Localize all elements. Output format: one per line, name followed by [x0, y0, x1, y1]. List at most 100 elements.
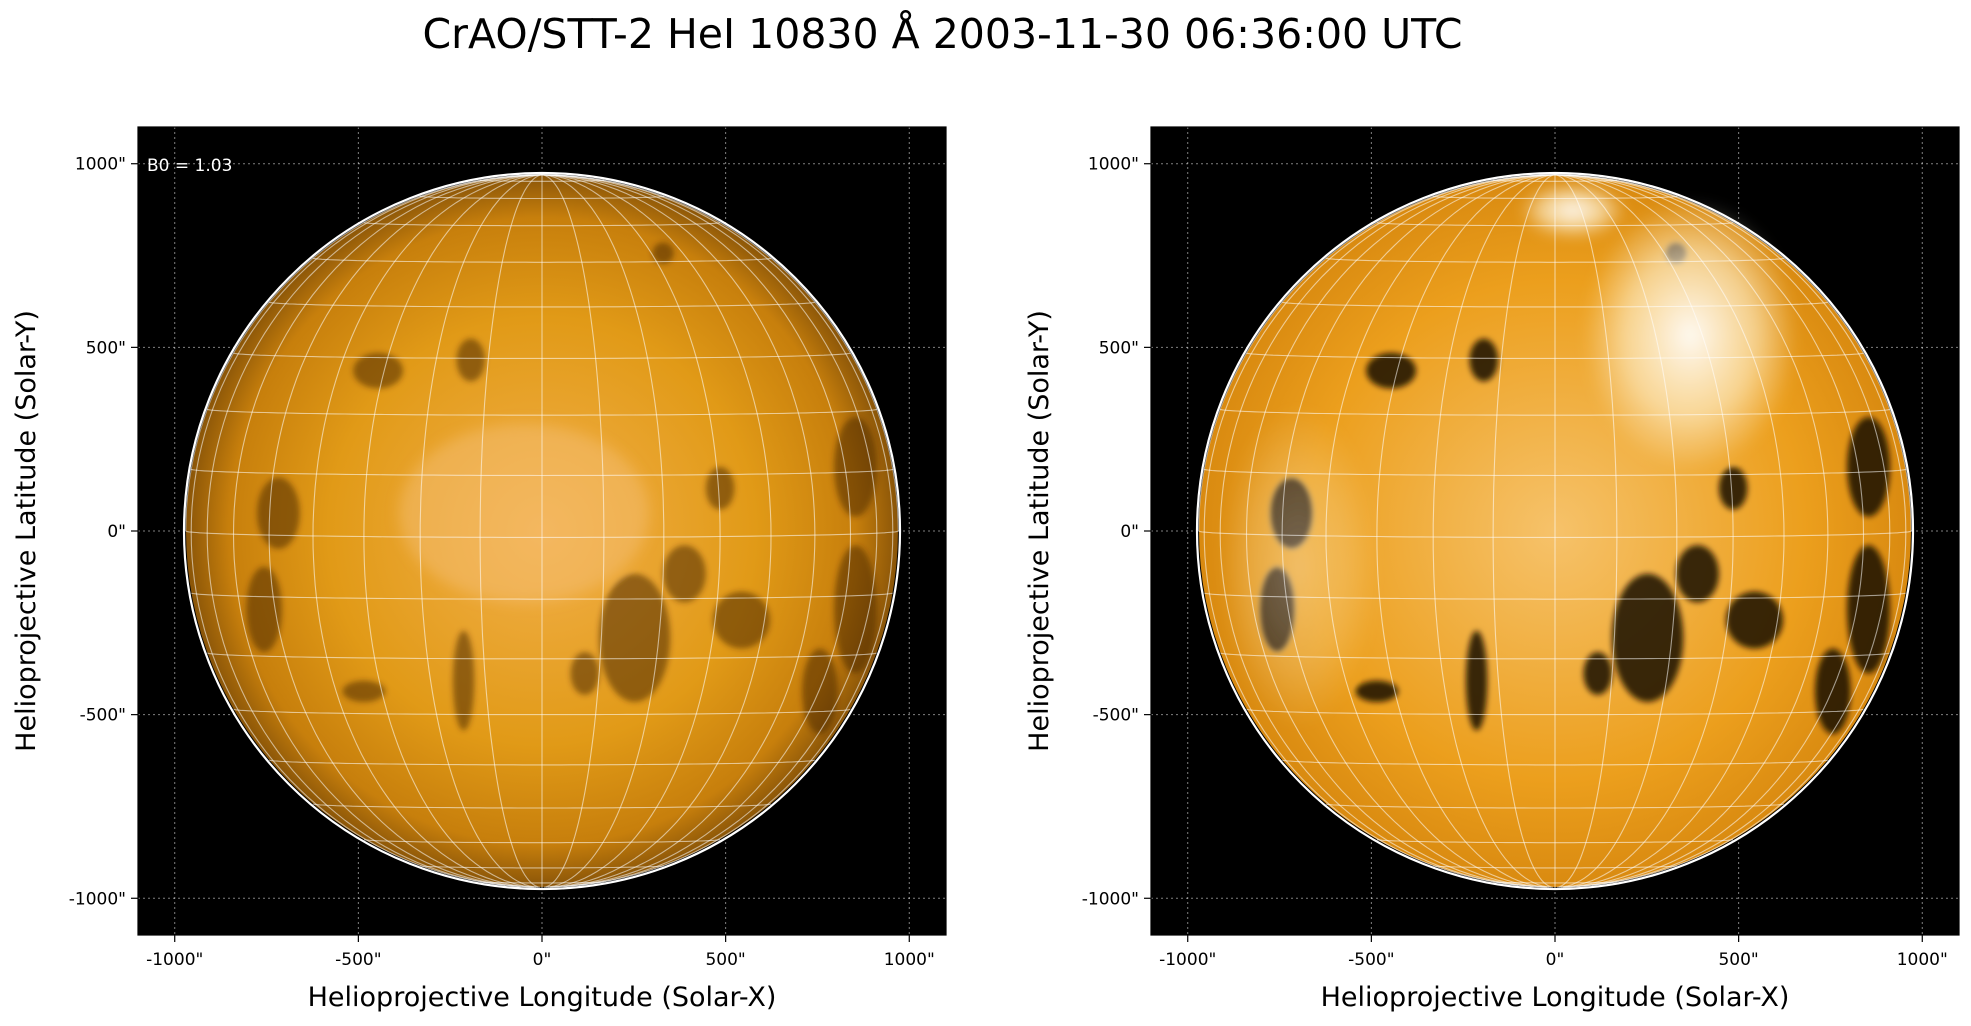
left-y-tick-label: 500"	[86, 338, 126, 358]
right-x-axis-label: Helioprojective Longitude (Solar-X)	[1321, 982, 1790, 1013]
right-parallel-line	[1246, 352, 1864, 359]
right-parallel-line	[1203, 468, 1907, 477]
right-parallel-line	[1204, 592, 1906, 600]
left-solar-disk	[182, 171, 902, 891]
left-parallel-line	[479, 179, 605, 182]
left-dark-filament	[705, 466, 735, 510]
left-meridian-line	[419, 174, 543, 888]
right-y-tick-label: 500"	[1099, 338, 1139, 358]
left-dark-filament	[834, 545, 877, 674]
left-y-tick-label: 1000"	[75, 155, 126, 175]
right-bright-region	[1583, 199, 1798, 471]
right-meridian-line	[1219, 174, 1556, 888]
left-y-tick-label: 0"	[107, 522, 126, 542]
left-meridian-line	[185, 174, 543, 532]
right-meridian-line	[1554, 174, 1912, 532]
right-dark-filament	[1815, 648, 1851, 735]
right-meridian-line	[1554, 174, 1678, 888]
left-meridian-line	[541, 174, 899, 532]
left-parallel-line	[269, 759, 815, 766]
left-dark-filament	[456, 338, 485, 382]
left-dark-filament	[663, 545, 706, 603]
left-meridian-line	[541, 174, 894, 886]
right-parallel-line	[1282, 759, 1828, 766]
left-dark-filament	[246, 566, 282, 653]
right-meridian-line	[1554, 174, 1907, 886]
right-dark-filament	[1355, 680, 1399, 703]
right-meridian-line	[1281, 174, 1556, 888]
right-meridian-line	[1554, 174, 1829, 888]
left-meridian-line	[363, 174, 543, 888]
right-meridian-line	[1376, 174, 1556, 888]
right-meridian-line	[1203, 174, 1556, 886]
left-x-tick-label: 1000"	[884, 950, 935, 970]
right-y-tick-label: 0"	[1120, 522, 1139, 542]
left-y-axis-label: Helioprojective Latitude (Solar-Y)	[11, 310, 42, 752]
right-meridian-line	[1492, 174, 1556, 888]
left-x-axis-label: Helioprojective Longitude (Solar-X)	[308, 982, 777, 1013]
left-meridian-line	[479, 174, 543, 888]
left-parallel-line	[233, 352, 851, 359]
right-y-tick-label: -500"	[1093, 706, 1139, 726]
right-dark-filament	[1847, 545, 1890, 674]
right-limb	[1195, 171, 1915, 891]
left-meridian-line	[312, 174, 543, 888]
right-bright-region-east	[1220, 406, 1377, 727]
left-meridian-line	[541, 174, 721, 888]
left-meridian-line	[541, 174, 772, 888]
right-panel: -1000" -500" 0" 500" 1000" 1000" 500" 0" -500" -1…	[1024, 126, 1960, 1013]
right-y-tick-label: -1000"	[1082, 889, 1139, 909]
right-meridian-line	[1325, 174, 1556, 888]
left-bright-region	[399, 424, 649, 603]
right-meridian-line	[1554, 174, 1785, 888]
left-dark-filament	[713, 591, 771, 649]
left-parallel-line	[420, 865, 664, 869]
left-parallel-line	[191, 592, 893, 600]
right-parallel-line	[1376, 839, 1734, 844]
right-parallel-line	[1325, 257, 1785, 263]
left-dark-filament	[342, 680, 386, 703]
left-meridian-line	[232, 174, 543, 888]
right-parallel-line	[1433, 865, 1677, 869]
figure-title: CrAO/STT-2 HeI 10830 Å 2003-11-30 06:36:…	[422, 10, 1463, 58]
left-x-tick-label: -500"	[335, 950, 381, 970]
left-parallel-line	[480, 881, 604, 884]
right-x-tick-label: 500"	[1718, 950, 1758, 970]
left-limb	[182, 171, 902, 891]
left-dark-filament	[570, 652, 600, 695]
left-meridian-line	[206, 174, 543, 888]
right-dark-filament	[1726, 591, 1784, 649]
right-dark-filament	[1366, 352, 1417, 389]
left-meridian-line	[268, 174, 543, 888]
left-dark-filament	[652, 242, 674, 264]
right-parallel-line	[1246, 708, 1864, 716]
right-polar-bright	[1519, 181, 1627, 239]
right-dark-filament	[1612, 573, 1684, 703]
left-dark-filament	[599, 573, 671, 703]
left-y-tick-label: -500"	[80, 706, 126, 726]
left-meridian-line	[190, 174, 543, 886]
left-x-tick-label: 0"	[533, 950, 552, 970]
right-solar-disk	[1195, 171, 1915, 891]
right-dark-filament	[1469, 338, 1498, 382]
left-parallel-line	[190, 468, 894, 477]
right-parallel-line	[1376, 222, 1734, 227]
right-dark-filament	[1465, 630, 1488, 731]
right-x-tick-label: 0"	[1546, 950, 1565, 970]
left-dark-filament	[353, 352, 404, 389]
left-dark-filament	[452, 630, 475, 731]
left-dark-filament	[802, 648, 838, 735]
left-parallel-line	[312, 803, 772, 809]
right-meridian-line	[1245, 174, 1556, 888]
right-meridian-line	[1198, 174, 1556, 532]
right-parallel-line	[1493, 881, 1617, 884]
right-parallel-line	[1281, 301, 1829, 308]
left-parallel-line	[207, 652, 877, 660]
left-y-tick-label: -1000"	[69, 889, 126, 909]
left-dark-filament	[256, 477, 300, 549]
right-dark-filament	[1676, 545, 1719, 603]
b0-annotation: B0 = 1.03	[147, 156, 232, 176]
left-parallel-line	[419, 195, 665, 200]
right-parallel-line	[1325, 803, 1785, 809]
